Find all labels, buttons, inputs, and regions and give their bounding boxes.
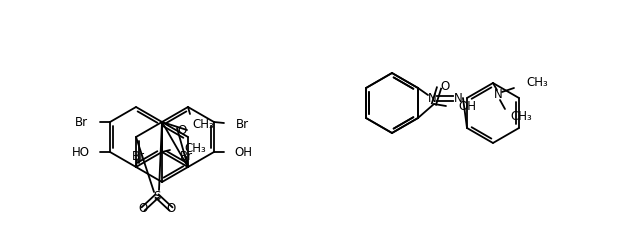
Text: CH₃: CH₃: [192, 118, 214, 131]
Text: CH₃: CH₃: [526, 76, 548, 89]
Text: N: N: [493, 89, 502, 102]
Text: O: O: [138, 202, 148, 216]
Text: Br: Br: [131, 150, 145, 162]
Text: N: N: [454, 92, 462, 104]
Text: N: N: [428, 92, 436, 104]
Text: OH: OH: [234, 145, 252, 158]
Text: O: O: [166, 202, 175, 216]
Text: O: O: [440, 79, 450, 93]
Text: Br: Br: [179, 150, 193, 162]
Text: Br: Br: [236, 117, 249, 130]
Text: S: S: [154, 189, 161, 202]
Text: OH: OH: [458, 99, 476, 113]
Text: HO: HO: [72, 145, 90, 158]
Text: O: O: [177, 123, 187, 137]
Text: CH₃: CH₃: [184, 143, 205, 155]
Text: Br: Br: [75, 116, 88, 129]
Text: CH₃: CH₃: [510, 110, 532, 123]
